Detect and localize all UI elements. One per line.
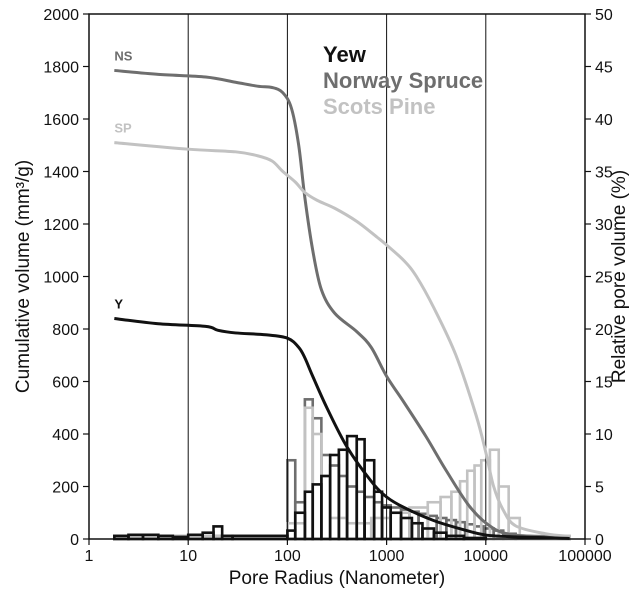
curve-label-sp: SP [114, 121, 132, 136]
histogram-bar-scots-pine-4 [320, 474, 332, 541]
curve-ns [114, 68, 570, 540]
histogram-bar-norway-spruce-2 [293, 500, 307, 541]
curves-layer [114, 68, 570, 540]
y-tick-label: 400 [52, 427, 79, 444]
y-tick-label: 200 [52, 480, 79, 497]
x-tick-label: 1 [85, 548, 94, 565]
curve-labels: NS SP Y [114, 48, 132, 311]
y-tick-label: 1000 [43, 270, 79, 287]
curve-y [114, 317, 570, 540]
histogram-bar-yew-22 [389, 511, 403, 541]
y-axis-title: Cumulative volume (mm³/g) [13, 160, 34, 393]
curve-sp [114, 141, 570, 538]
y-tick-label: 1600 [43, 112, 79, 129]
y-tick-label: 600 [52, 375, 79, 392]
y-tick-label: 1200 [43, 217, 79, 234]
x-tick-label: 10 [179, 548, 197, 565]
y2-axis-title: Relative pore volume (%) [609, 170, 630, 383]
y-tick-label: 1800 [43, 60, 79, 77]
histogram-layer [113, 398, 571, 541]
y2-tick-label: 20 [595, 322, 613, 339]
x-tick-label: 1000 [369, 548, 405, 565]
histogram-bar-scots-pine-6 [345, 521, 373, 541]
y2-tick-label: 10 [595, 427, 613, 444]
histogram-bar-norway-spruce-5 [320, 453, 332, 541]
histogram-bar-yew-19 [363, 458, 376, 541]
y2-tick-label: 40 [595, 112, 613, 129]
curve-label-ns: NS [114, 48, 132, 63]
y2-tick-label: 25 [595, 270, 613, 287]
y2-tick-label: 0 [595, 532, 604, 549]
legend-entry-yew: Yew [323, 42, 367, 67]
y2-tick-label: 45 [595, 60, 613, 77]
y2-tick-label: 30 [595, 217, 613, 234]
curve-label-y: Y [114, 297, 123, 312]
y2-tick-label: 15 [595, 375, 613, 392]
y-tick-label: 0 [70, 532, 79, 549]
y2-tick-label: 5 [595, 480, 604, 497]
x-tick-label: 100 [274, 548, 301, 565]
y-tick-label: 1400 [43, 165, 79, 182]
legend-entry-scots-pine: Scots Pine [323, 94, 435, 119]
x-tick-label: 100000 [558, 548, 611, 565]
x-tick-label: 10000 [464, 548, 509, 565]
y2-tick-label: 35 [595, 165, 613, 182]
y-tick-label: 2000 [43, 7, 79, 24]
x-axis-title: Pore Radius (Nanometer) [229, 568, 445, 589]
histogram-bar-yew-14 [320, 474, 332, 541]
histogram-bar-norway-spruce-8 [345, 485, 359, 541]
y2-tick-label: 50 [595, 7, 613, 24]
histogram-bar-yew-24 [410, 521, 424, 541]
legend-entry-norway-spruce: Norway Spruce [323, 68, 483, 93]
tick-layer: 1 10 100 1000 10000 1000000200400600800100012… [43, 7, 612, 565]
histogram-bar-yew-11 [293, 511, 307, 541]
y-tick-label: 800 [52, 322, 79, 339]
